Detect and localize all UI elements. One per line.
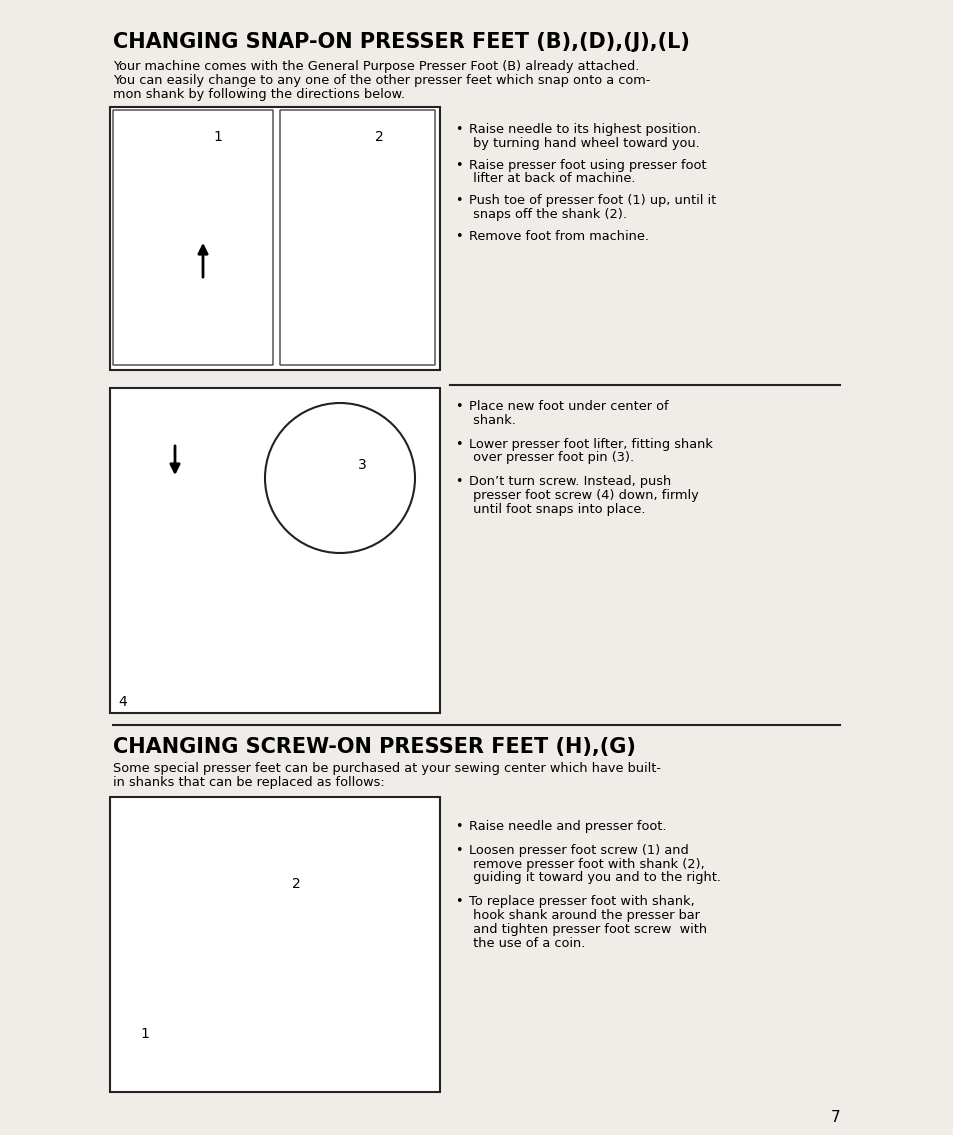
Text: CHANGING SCREW-ON PRESSER FEET (H),(G): CHANGING SCREW-ON PRESSER FEET (H),(G) bbox=[112, 737, 636, 757]
Text: You can easily change to any one of the other presser feet which snap onto a com: You can easily change to any one of the … bbox=[112, 74, 650, 86]
Text: hook shank around the presser bar: hook shank around the presser bar bbox=[469, 909, 700, 922]
Text: Lower presser foot lifter, fitting shank: Lower presser foot lifter, fitting shank bbox=[469, 438, 712, 451]
Text: •: • bbox=[455, 194, 462, 208]
Text: 1: 1 bbox=[213, 131, 222, 144]
Text: in shanks that can be replaced as follows:: in shanks that can be replaced as follow… bbox=[112, 776, 384, 789]
Text: Push toe of presser foot (1) up, until it: Push toe of presser foot (1) up, until i… bbox=[469, 194, 716, 208]
FancyBboxPatch shape bbox=[110, 107, 439, 370]
Text: by turning hand wheel toward you.: by turning hand wheel toward you. bbox=[469, 137, 699, 150]
FancyBboxPatch shape bbox=[112, 110, 273, 365]
FancyBboxPatch shape bbox=[110, 797, 439, 1092]
Text: •: • bbox=[455, 819, 462, 833]
Text: •: • bbox=[455, 159, 462, 171]
Text: •: • bbox=[455, 476, 462, 488]
FancyBboxPatch shape bbox=[280, 110, 435, 365]
Text: •: • bbox=[455, 229, 462, 243]
Text: mon shank by following the directions below.: mon shank by following the directions be… bbox=[112, 87, 405, 101]
Text: Remove foot from machine.: Remove foot from machine. bbox=[469, 229, 648, 243]
Text: lifter at back of machine.: lifter at back of machine. bbox=[469, 173, 635, 185]
Text: presser foot screw (4) down, firmly: presser foot screw (4) down, firmly bbox=[469, 489, 698, 502]
Text: Don’t turn screw. Instead, push: Don’t turn screw. Instead, push bbox=[469, 476, 671, 488]
Text: and tighten presser foot screw  with: and tighten presser foot screw with bbox=[469, 923, 706, 935]
Text: Raise needle to its highest position.: Raise needle to its highest position. bbox=[469, 123, 700, 136]
Text: Loosen presser foot screw (1) and: Loosen presser foot screw (1) and bbox=[469, 843, 688, 857]
Text: shank.: shank. bbox=[469, 414, 516, 427]
Text: To replace presser foot with shank,: To replace presser foot with shank, bbox=[469, 896, 694, 908]
Text: 4: 4 bbox=[118, 695, 127, 709]
Text: Place new foot under center of: Place new foot under center of bbox=[469, 400, 668, 413]
Text: guiding it toward you and to the right.: guiding it toward you and to the right. bbox=[469, 872, 720, 884]
Text: •: • bbox=[455, 123, 462, 136]
Text: 7: 7 bbox=[829, 1110, 840, 1125]
Text: Raise presser foot using presser foot: Raise presser foot using presser foot bbox=[469, 159, 706, 171]
Text: the use of a coin.: the use of a coin. bbox=[469, 936, 585, 950]
Text: Some special presser feet can be purchased at your sewing center which have buil: Some special presser feet can be purchas… bbox=[112, 762, 660, 775]
Text: 2: 2 bbox=[292, 877, 300, 891]
Text: snaps off the shank (2).: snaps off the shank (2). bbox=[469, 208, 626, 221]
Text: remove presser foot with shank (2),: remove presser foot with shank (2), bbox=[469, 858, 704, 871]
Text: over presser foot pin (3).: over presser foot pin (3). bbox=[469, 452, 634, 464]
Text: 1: 1 bbox=[140, 1027, 149, 1041]
Text: •: • bbox=[455, 438, 462, 451]
Text: CHANGING SNAP-ON PRESSER FEET (B),(D),(J),(L): CHANGING SNAP-ON PRESSER FEET (B),(D),(J… bbox=[112, 32, 689, 52]
Text: •: • bbox=[455, 843, 462, 857]
FancyBboxPatch shape bbox=[110, 388, 439, 713]
Text: Raise needle and presser foot.: Raise needle and presser foot. bbox=[469, 819, 666, 833]
Text: •: • bbox=[455, 400, 462, 413]
Text: •: • bbox=[455, 896, 462, 908]
Text: Your machine comes with the General Purpose Presser Foot (B) already attached.: Your machine comes with the General Purp… bbox=[112, 60, 639, 73]
Text: 3: 3 bbox=[357, 459, 366, 472]
Circle shape bbox=[265, 403, 415, 553]
Text: until foot snaps into place.: until foot snaps into place. bbox=[469, 503, 645, 515]
Text: 2: 2 bbox=[375, 131, 383, 144]
